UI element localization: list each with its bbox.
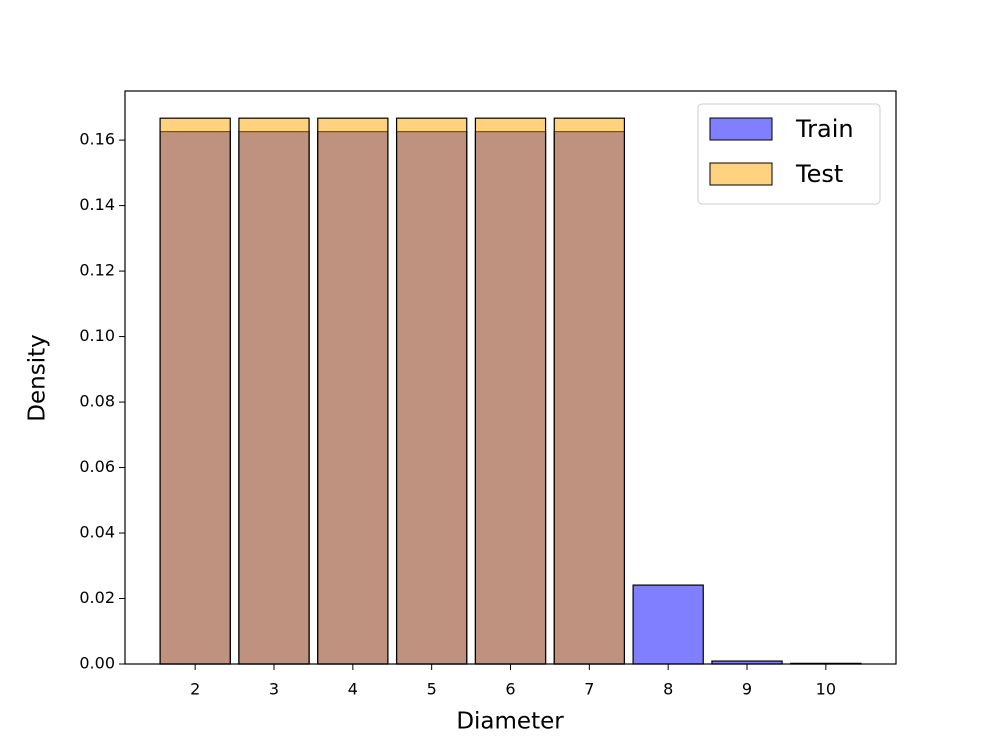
x-tick-label: 4 [348, 680, 358, 699]
y-tick-label: 0.04 [79, 523, 115, 542]
x-tick-label: 3 [269, 680, 279, 699]
x-tick-label: 2 [190, 680, 200, 699]
y-axis-label: Density [25, 334, 51, 421]
bar [553, 117, 626, 665]
bar [238, 117, 310, 665]
y-tick-label: 0.10 [79, 326, 115, 345]
x-tick-label: 7 [584, 680, 594, 699]
legend-label: Test [795, 160, 843, 188]
bar [474, 117, 547, 665]
x-tick-label: 8 [663, 680, 673, 699]
y-tick-label: 0.02 [79, 588, 115, 607]
x-tick-label: 10 [816, 680, 836, 699]
legend-swatch [709, 117, 773, 141]
x-tick-label: 9 [742, 680, 752, 699]
x-axis-label: Diameter [456, 709, 564, 735]
bar [159, 117, 231, 665]
legend-label: Train [795, 115, 854, 143]
y-tick-label: 0.08 [79, 392, 115, 411]
x-tick-label: 5 [427, 680, 437, 699]
legend-swatch [709, 162, 773, 186]
bar [395, 117, 468, 665]
x-tick-label: 6 [505, 680, 515, 699]
y-tick-label: 0.00 [79, 654, 115, 673]
bar [317, 117, 389, 665]
y-tick-label: 0.12 [79, 261, 115, 280]
y-tick-label: 0.06 [79, 457, 115, 476]
bar [632, 584, 704, 665]
y-tick-label: 0.14 [79, 195, 115, 214]
y-tick-label: 0.16 [79, 130, 115, 149]
